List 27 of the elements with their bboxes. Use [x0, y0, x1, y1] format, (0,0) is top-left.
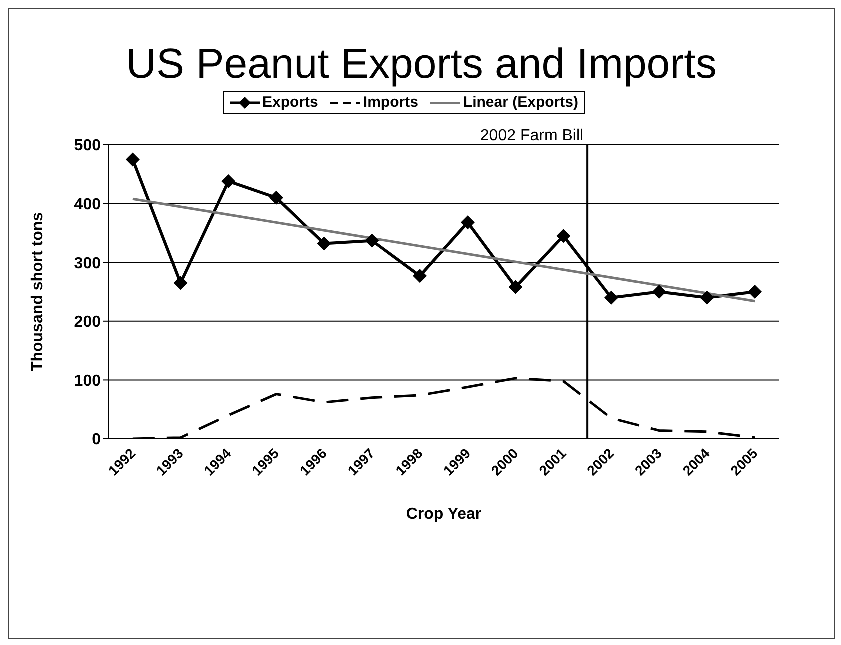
y-tick-label: 200 [74, 314, 102, 332]
point [556, 229, 571, 244]
point [700, 290, 714, 305]
x-axis-title: Crop Year [406, 506, 482, 523]
y-tick-label: 500 [74, 138, 102, 155]
legend-label: Imports [362, 94, 418, 111]
point [748, 285, 762, 299]
point [413, 269, 428, 284]
point [174, 276, 188, 290]
point [604, 290, 618, 305]
point [652, 285, 666, 299]
point [508, 280, 523, 294]
y-tick-label: 400 [74, 196, 102, 214]
point [460, 216, 475, 230]
point [222, 174, 236, 188]
y-tick-label: 100 [74, 372, 102, 390]
ref-line-label: 2002 Farm Bill [480, 127, 584, 144]
point [270, 190, 284, 205]
legend-label: Exports [262, 94, 318, 111]
point [126, 152, 140, 167]
point [365, 234, 380, 248]
y-tick-label: 0 [92, 432, 102, 449]
chart-title: US Peanut Exports and Imports [126, 40, 717, 87]
legend-label: Linear (Exports) [462, 94, 578, 111]
point [317, 236, 332, 251]
y-tick-label: 300 [74, 255, 102, 272]
y-axis-title: Thousand short tons [30, 212, 47, 372]
